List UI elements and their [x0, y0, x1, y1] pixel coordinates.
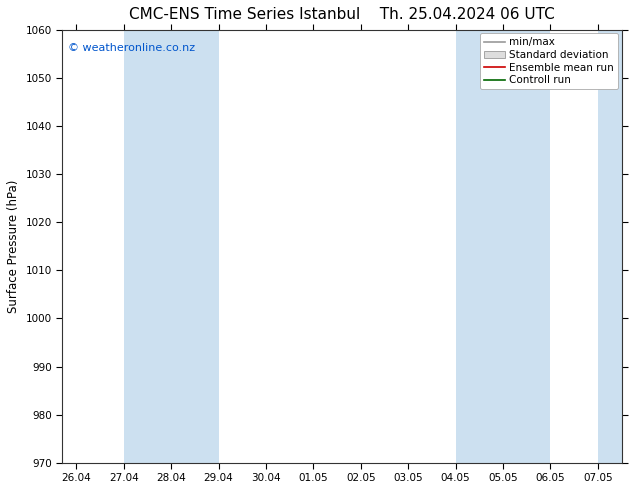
Y-axis label: Surface Pressure (hPa): Surface Pressure (hPa) — [7, 180, 20, 313]
Title: CMC-ENS Time Series Istanbul    Th. 25.04.2024 06 UTC: CMC-ENS Time Series Istanbul Th. 25.04.2… — [129, 7, 555, 22]
Bar — [124, 30, 171, 463]
Legend: min/max, Standard deviation, Ensemble mean run, Controll run: min/max, Standard deviation, Ensemble me… — [481, 33, 618, 89]
Text: © weatheronline.co.nz: © weatheronline.co.nz — [68, 43, 195, 53]
Bar — [503, 30, 550, 463]
Bar — [171, 30, 219, 463]
Bar — [598, 30, 621, 463]
Bar — [456, 30, 503, 463]
